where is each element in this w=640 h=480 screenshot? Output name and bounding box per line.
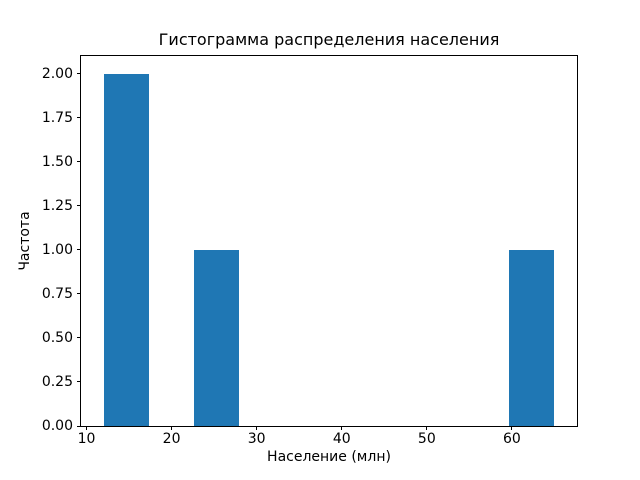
y-tick <box>77 249 81 251</box>
x-tick-label: 60 <box>502 431 521 447</box>
y-tick <box>77 117 81 119</box>
y-tick <box>77 381 81 383</box>
x-tick <box>171 426 173 430</box>
plot-area: 10 20 30 40 50 60 0.00 0.25 0.50 0.75 1.00 1.25 1.50… <box>42 55 578 447</box>
x-tick-label: 10 <box>77 431 96 447</box>
x-tick <box>86 426 88 430</box>
y-tick-label: 1.50 <box>41 153 73 170</box>
x-tick <box>426 426 428 430</box>
y-tick <box>77 161 81 163</box>
y-tick-label: 1.25 <box>41 197 73 214</box>
x-tick <box>256 426 258 430</box>
y-tick <box>77 425 81 427</box>
y-tick-label: 0.75 <box>41 285 73 302</box>
x-axis-label: Население (млн) <box>267 449 391 465</box>
x-tick-label: 40 <box>332 431 351 447</box>
y-axis-label: Частота <box>17 211 33 271</box>
y-tick-label: 0.00 <box>41 418 73 434</box>
y-tick-label: 1.00 <box>41 241 73 258</box>
x-tick <box>511 426 513 430</box>
x-tick-label: 20 <box>162 431 181 447</box>
chart-title: Гистограмма распределения населения <box>158 30 500 49</box>
y-tick <box>77 293 81 295</box>
x-tick-label: 50 <box>417 431 436 447</box>
y-tick-label: 1.75 <box>41 109 73 126</box>
histogram-bar <box>509 249 555 426</box>
y-tick <box>77 205 81 207</box>
y-tick <box>77 337 81 339</box>
x-tick <box>341 426 343 430</box>
y-tick-label: 2.00 <box>41 65 73 82</box>
y-tick-label: 0.25 <box>41 373 73 390</box>
x-tick-label: 30 <box>247 431 266 447</box>
histogram-bar <box>103 73 149 426</box>
y-tick-label: 0.50 <box>41 329 73 346</box>
y-tick <box>77 73 81 75</box>
histogram-bar <box>193 249 239 426</box>
